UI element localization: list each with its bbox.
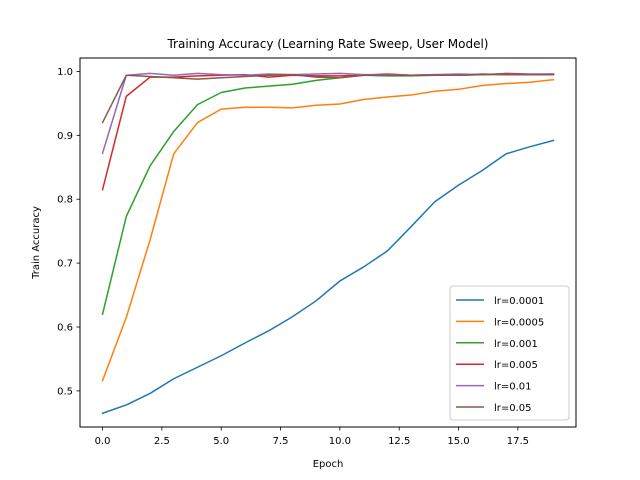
x-tick-label: 5.0 — [213, 436, 229, 447]
y-tick-label: 0.8 — [57, 195, 73, 206]
x-tick-label: 10.0 — [329, 436, 351, 447]
series-line-lr=0.001 — [101, 73, 555, 316]
series-line-lr=0.05 — [101, 73, 555, 124]
legend-label: lr=0.005 — [494, 360, 538, 371]
legend-box — [449, 285, 570, 421]
x-tick-label: 12.5 — [388, 436, 410, 447]
legend-label: lr=0.001 — [494, 339, 538, 350]
legend: lr=0.0001 lr=0.0005 lr=0.001 lr=0.005 lr=0.0… — [449, 285, 570, 421]
x-tick-label: 7.5 — [273, 436, 289, 447]
legend-label: lr=0.0005 — [494, 317, 544, 328]
y-tick-label: 0.6 — [57, 323, 73, 334]
legend-label: lr=0.05 — [494, 403, 532, 414]
y-axis-label: Train Accuracy — [31, 206, 42, 280]
chart-title: Training Accuracy (Learning Rate Sweep, … — [166, 37, 488, 51]
x-tick-label: 17.5 — [507, 436, 529, 447]
x-axis-label: Epoch — [313, 459, 344, 470]
x-axis: 0.0 2.5 5.0 7.5 10.0 12.5 15.0 17.5 — [95, 427, 529, 447]
series-line-lr=0.0005 — [101, 78, 555, 382]
x-tick-label: 2.5 — [154, 436, 170, 447]
y-tick-label: 0.9 — [57, 131, 73, 142]
y-tick-label: 1.0 — [57, 67, 73, 78]
x-tick-label: 0.0 — [95, 436, 111, 447]
series-line-lr=0.005 — [101, 73, 555, 191]
x-tick-label: 15.0 — [447, 436, 469, 447]
plot-area — [101, 72, 555, 415]
series-line-lr=0.0001 — [101, 139, 555, 415]
legend-label: lr=0.01 — [494, 382, 532, 393]
axes-frame — [79, 57, 577, 428]
y-tick-label: 0.7 — [57, 259, 73, 270]
y-axis: 0.5 0.6 0.7 0.8 0.9 1.0 — [57, 67, 80, 397]
y-tick-label: 0.5 — [57, 386, 73, 397]
legend-label: lr=0.0001 — [494, 296, 544, 307]
